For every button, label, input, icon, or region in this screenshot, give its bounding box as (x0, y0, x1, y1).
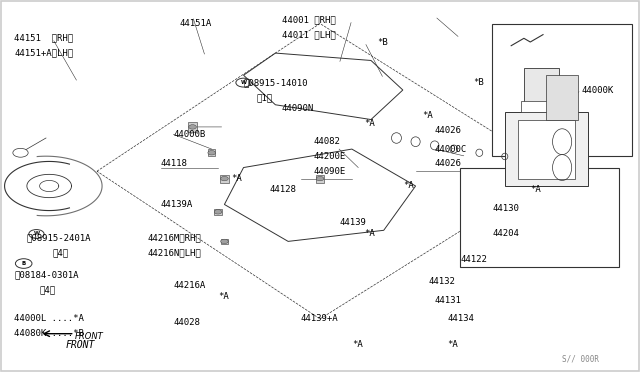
Text: 44011 〈LH〉: 44011 〈LH〉 (282, 30, 335, 39)
Text: *A: *A (365, 119, 375, 128)
Text: 44134: 44134 (447, 314, 474, 323)
Text: 44080K ....*B: 44080K ....*B (14, 329, 84, 338)
Text: 44090N: 44090N (282, 104, 314, 113)
Bar (188, 122, 197, 132)
Text: S// 000R: S// 000R (562, 354, 599, 363)
Circle shape (316, 176, 324, 181)
Text: *A: *A (352, 340, 363, 349)
Bar (460, 167, 620, 267)
Circle shape (15, 259, 32, 268)
Text: Ⓦ08915-14010: Ⓦ08915-14010 (244, 78, 308, 87)
Bar (518, 119, 575, 179)
Bar (505, 112, 588, 186)
Text: *A: *A (365, 230, 375, 238)
Text: 44130: 44130 (492, 203, 519, 213)
Text: 44151A: 44151A (180, 19, 212, 28)
Text: B: B (22, 261, 26, 266)
Text: W: W (33, 231, 40, 237)
Text: 44118: 44118 (161, 159, 188, 169)
Circle shape (13, 148, 28, 157)
Bar (221, 238, 228, 244)
Text: *B: *B (378, 38, 388, 46)
Bar (492, 23, 632, 157)
Text: 44131: 44131 (435, 296, 461, 305)
Text: *A: *A (422, 111, 433, 121)
Text: 44128: 44128 (269, 185, 296, 194)
Text: 44151+A〈LH〉: 44151+A〈LH〉 (14, 49, 73, 58)
Text: 44000B: 44000B (173, 130, 205, 139)
Text: ⒲08184-0301A: ⒲08184-0301A (14, 270, 79, 279)
Bar (521, 101, 561, 112)
Text: 44204: 44204 (492, 230, 519, 238)
Text: FRONT: FRONT (65, 340, 95, 350)
Bar (546, 75, 578, 119)
Text: 44139: 44139 (339, 218, 366, 227)
Text: 44151  〈RH〉: 44151 〈RH〉 (14, 34, 73, 43)
Text: 44139A: 44139A (161, 200, 193, 209)
Text: 44132: 44132 (428, 278, 455, 286)
Bar (214, 209, 222, 215)
Text: 44000K: 44000K (581, 86, 614, 94)
Text: Ⓦ08915-2401A: Ⓦ08915-2401A (27, 233, 92, 242)
Circle shape (208, 151, 216, 155)
Text: 44216N〈LH〉: 44216N〈LH〉 (148, 248, 202, 257)
Circle shape (236, 78, 251, 87)
Text: *A: *A (403, 182, 413, 190)
Text: 、4。: 、4。 (40, 285, 56, 294)
Text: 44200E: 44200E (314, 152, 346, 161)
Text: FRONT: FRONT (75, 332, 104, 341)
Text: 44026: 44026 (435, 159, 461, 169)
Text: *A: *A (447, 340, 458, 349)
Text: 44122: 44122 (460, 255, 487, 264)
Text: 44026: 44026 (435, 126, 461, 135)
Text: 、1。: 、1。 (256, 93, 273, 102)
Text: 44216A: 44216A (173, 281, 205, 290)
Bar (316, 174, 324, 183)
Circle shape (221, 239, 228, 244)
Circle shape (221, 176, 228, 181)
Bar (220, 174, 228, 183)
Text: *A: *A (231, 174, 241, 183)
Text: 44139+A: 44139+A (301, 314, 339, 323)
Circle shape (29, 230, 44, 238)
Bar (524, 68, 559, 105)
Text: *A: *A (531, 185, 541, 194)
Text: *B: *B (473, 78, 484, 87)
Text: 44216M〈RH〉: 44216M〈RH〉 (148, 233, 202, 242)
Text: 44000L ....*A: 44000L ....*A (14, 314, 84, 323)
Circle shape (214, 210, 222, 214)
Bar (208, 149, 216, 157)
Text: 44000C: 44000C (435, 145, 467, 154)
Text: 44028: 44028 (173, 318, 200, 327)
Text: *A: *A (218, 292, 228, 301)
Text: 、4。: 、4。 (52, 248, 68, 257)
Text: 44001 〈RH〉: 44001 〈RH〉 (282, 15, 335, 24)
Text: 44090E: 44090E (314, 167, 346, 176)
Circle shape (189, 125, 196, 129)
Text: W: W (241, 80, 246, 85)
Text: 44082: 44082 (314, 137, 340, 146)
